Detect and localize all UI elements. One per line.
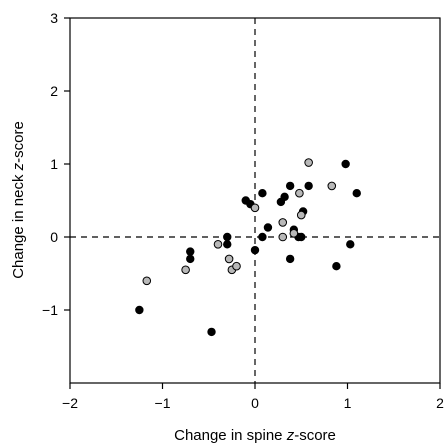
y-tick-label: 2: [50, 83, 58, 99]
data-point-open: [232, 261, 241, 271]
data-point-filled: [285, 254, 295, 264]
data-point-filled: [341, 159, 350, 169]
data-point-filled: [346, 240, 355, 249]
y-tick-label: 1: [50, 156, 58, 172]
y-tick-label: 0: [50, 229, 58, 245]
data-point-filled: [263, 223, 273, 232]
x-axis-title: Change in spine z-score: [174, 427, 336, 444]
data-point-open: [181, 265, 190, 275]
y-tick-label: 3: [50, 10, 58, 26]
data-point-filled: [285, 181, 295, 191]
data-point-filled: [304, 181, 313, 191]
data-point-open: [250, 203, 260, 213]
data-point-open: [296, 210, 306, 220]
data-point-filled: [223, 240, 232, 249]
data-point-open: [224, 254, 234, 264]
data-point-filled: [258, 188, 267, 198]
data-point-open: [289, 229, 299, 238]
data-point-filled: [186, 254, 195, 264]
data-point-open: [278, 232, 288, 242]
data-point-open: [213, 240, 223, 249]
data-point-open: [327, 181, 337, 191]
data-point-open: [295, 188, 304, 198]
reference-lines: [70, 18, 440, 383]
data-point-filled: [280, 192, 289, 202]
y-axis-title: Change in neck z-score: [10, 121, 27, 279]
data-point-filled: [186, 247, 195, 256]
data-point-open: [304, 158, 313, 167]
data-points: [135, 158, 361, 337]
x-tick-label: 0: [251, 395, 259, 411]
data-point-filled: [223, 232, 232, 242]
data-point-filled: [135, 305, 144, 315]
data-point-open: [142, 276, 152, 286]
data-point-open: [278, 218, 288, 227]
data-point-filled: [258, 232, 267, 242]
axis-ticks: −2 −1 0 1 2 −1 0 1 2 3: [42, 10, 444, 411]
data-point-filled: [250, 245, 260, 255]
y-tick-label: −1: [42, 302, 58, 318]
x-tick-label: −1: [155, 395, 171, 411]
x-tick-label: −2: [62, 395, 78, 411]
data-point-filled: [352, 188, 361, 198]
data-point-filled: [297, 232, 306, 242]
x-tick-label: 2: [436, 395, 444, 411]
data-point-filled: [332, 262, 341, 271]
data-point-filled: [207, 327, 216, 337]
x-tick-label: 1: [344, 395, 352, 411]
